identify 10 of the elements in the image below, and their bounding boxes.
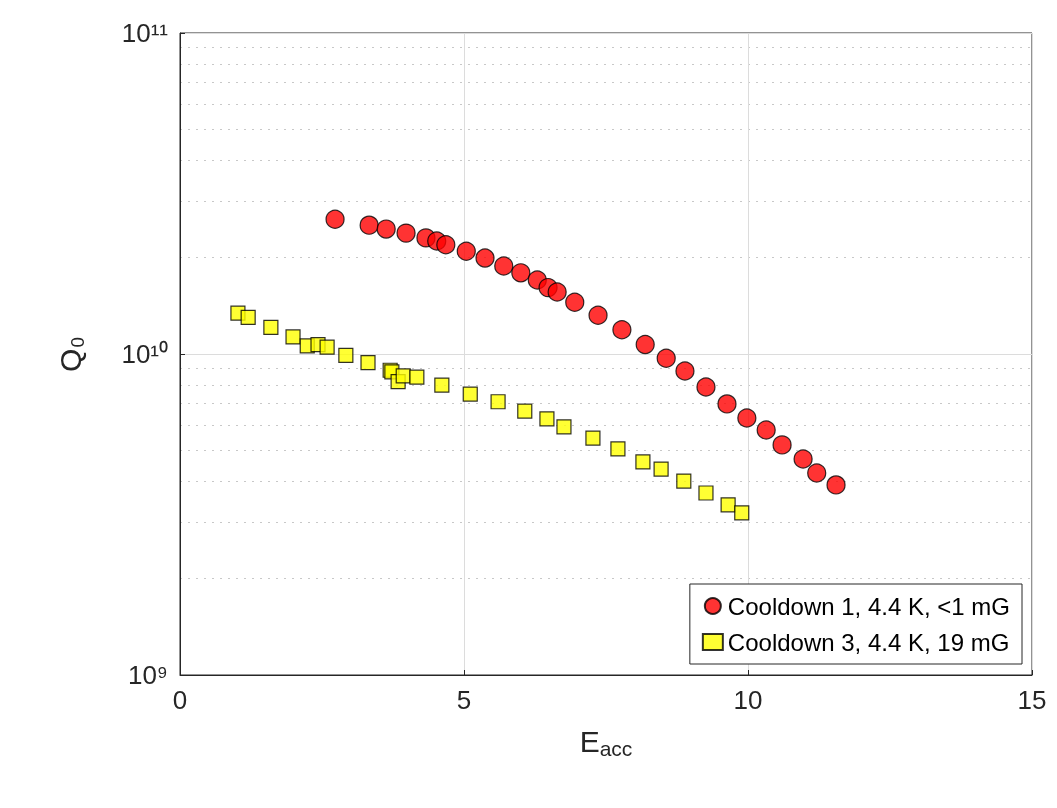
x-tick-label: 10: [733, 685, 763, 715]
legend-label: Cooldown 3, 4.4 K, 19 mG: [727, 628, 1010, 656]
y-tick-label: 10¹¹: [121, 18, 169, 48]
y-tick-label: 10¹⁰: [121, 339, 168, 369]
x-tick-label: 0: [172, 685, 188, 715]
y-tick-label: 10⁹: [127, 660, 168, 690]
x-tick-label: 5: [456, 685, 472, 715]
legend-label: Cooldown 1, 4.4 K, <1 mG: [727, 592, 1010, 620]
y-axis-title: Q₀: [53, 336, 87, 372]
x-tick-label: 15: [1017, 685, 1047, 715]
